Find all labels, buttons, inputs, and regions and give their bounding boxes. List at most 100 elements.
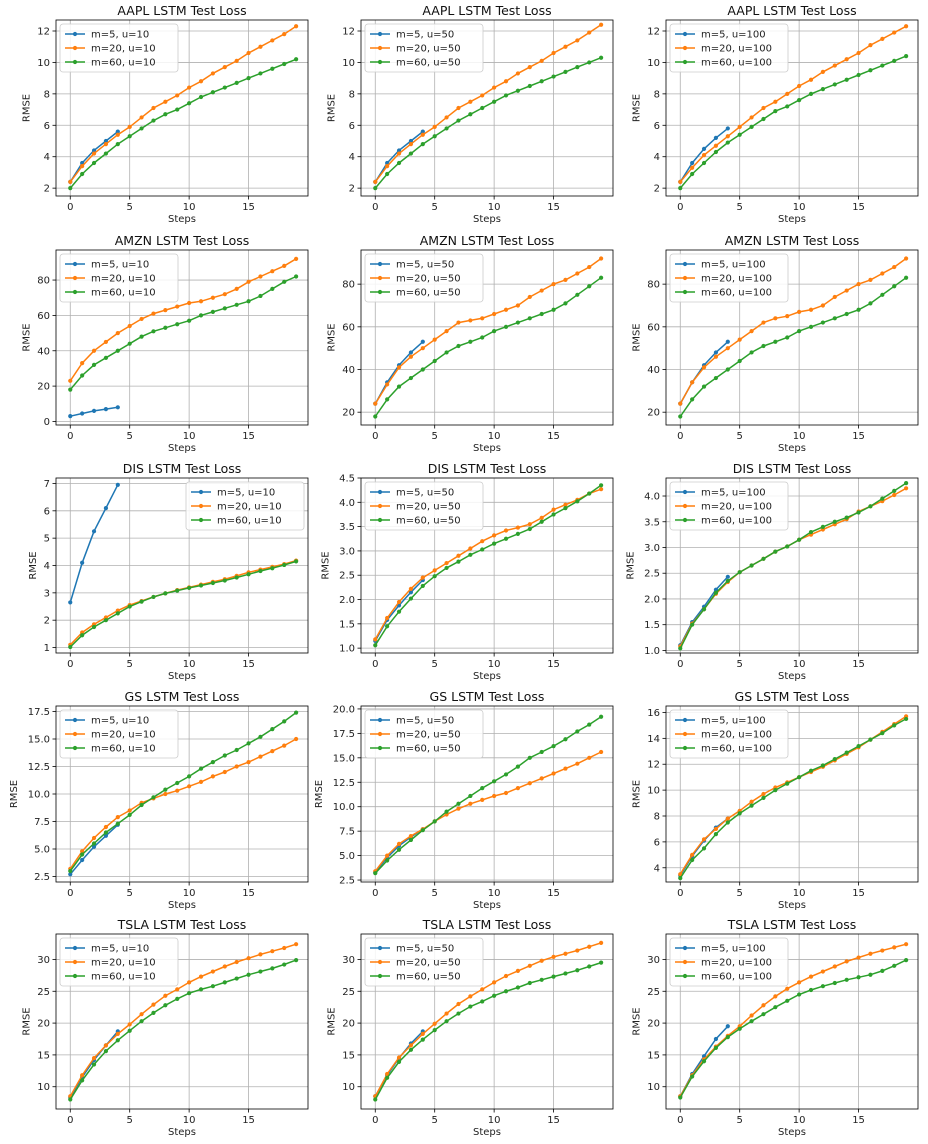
data-point: [480, 335, 485, 340]
data-point: [820, 320, 826, 325]
y-axis-label: RMSE: [22, 1007, 33, 1035]
data-point: [773, 788, 778, 793]
data-point: [198, 313, 204, 318]
legend-box: [669, 481, 789, 531]
data-point: [880, 968, 885, 974]
y-tick-label: 80: [647, 280, 660, 291]
data-point: [408, 837, 414, 843]
data-point: [80, 1078, 85, 1083]
data-point: [737, 1026, 742, 1031]
data-point: [868, 951, 873, 956]
x-tick-label: 5: [432, 431, 438, 442]
data-point: [139, 802, 144, 808]
data-point: [551, 743, 556, 749]
data-point: [773, 316, 778, 321]
data-point: [832, 519, 837, 524]
data-point: [198, 299, 204, 304]
data-point: [234, 764, 239, 769]
x-tick-label: 10: [183, 431, 196, 442]
legend-label: m=20, u=100: [701, 730, 772, 741]
legend: m=5, u=100 m=20, u=100 m=60, u=100: [669, 253, 789, 303]
data-point: [444, 115, 449, 120]
data-point: [115, 1038, 120, 1043]
data-point: [539, 58, 544, 63]
data-point: [678, 401, 683, 406]
data-point: [563, 506, 568, 511]
data-point: [527, 781, 532, 786]
data-point: [761, 1003, 766, 1008]
legend-marker: [72, 717, 78, 723]
data-point: [91, 151, 97, 156]
data-point: [210, 309, 216, 314]
y-tick-label: 1: [44, 643, 50, 654]
data-point: [880, 271, 885, 276]
x-axis-label: Steps: [473, 443, 501, 454]
data-point: [210, 580, 216, 586]
data-point: [282, 263, 287, 269]
data-point: [725, 126, 730, 131]
data-point: [880, 948, 885, 953]
legend-marker: [682, 503, 688, 509]
data-point: [503, 79, 509, 84]
chart-14: 0 5 10 15 10 15 20 25 30 TSLA LSTM Test Loss Steps…: [632, 917, 919, 1138]
data-point: [103, 1048, 109, 1054]
legend-box: [59, 23, 179, 73]
data-point: [373, 1097, 378, 1102]
data-point: [444, 350, 449, 355]
data-point: [749, 803, 754, 808]
data-point: [456, 553, 461, 558]
data-point: [503, 989, 509, 994]
y-tick-label: 8: [44, 89, 50, 100]
data-point: [127, 124, 132, 129]
x-tick-label: 10: [488, 1115, 501, 1126]
data-point: [844, 311, 849, 317]
data-point: [187, 980, 192, 985]
data-point: [432, 1027, 437, 1033]
data-point: [444, 560, 449, 566]
legend-box: [59, 253, 179, 303]
data-point: [725, 816, 730, 821]
data-point: [139, 1012, 144, 1017]
data-point: [175, 996, 180, 1002]
series-group: [373, 256, 604, 419]
series-group: [68, 482, 299, 650]
data-point: [761, 791, 766, 797]
data-point: [725, 1034, 730, 1040]
legend: m=5, u=10 m=20, u=10 m=60, u=10: [59, 23, 179, 73]
x-tick-label: 5: [127, 888, 133, 899]
plot-frame: [665, 477, 919, 654]
data-point: [515, 303, 521, 308]
data-point: [282, 32, 287, 37]
chart-4: 0 5 10 15 20 40 60 80 AMZN LSTM Test Loss Steps RM…: [327, 233, 614, 454]
chart-8: 0 5 10 15 1.0 1.5 2.0 2.5 3.0 3.5 4.0 DIS LSTM Test…: [625, 461, 919, 682]
data-point: [551, 307, 556, 312]
data-point: [294, 957, 299, 963]
data-point: [515, 71, 521, 76]
chart-2: 0 5 10 15 2 4 6 8 10 12 AAPL LSTM Test Loss Steps RM…: [632, 3, 919, 225]
series-group: [373, 22, 604, 191]
data-point: [492, 779, 497, 784]
data-point: [103, 505, 109, 511]
legend-marker: [682, 959, 688, 965]
legend-box: [669, 937, 789, 987]
plot-frame: [360, 477, 614, 654]
data-point: [904, 481, 909, 486]
y-tick-label: 2: [654, 184, 660, 195]
plot-frame: [360, 705, 614, 883]
y-tick-label: 2.0: [644, 594, 660, 605]
data-point: [115, 132, 120, 137]
y-axis-label: RMSE: [327, 1007, 338, 1035]
data-point: [563, 277, 568, 282]
legend: m=5, u=50 m=20, u=50 m=60, u=50: [364, 709, 484, 759]
data-point: [575, 271, 580, 276]
data-point: [797, 537, 802, 542]
y-tick-label: 4: [349, 152, 355, 163]
data-point: [725, 367, 730, 372]
data-point: [761, 105, 766, 111]
data-point: [725, 346, 730, 351]
data-point: [198, 766, 204, 771]
chart-7: 0 5 10 15 1.0 1.5 2.0 2.5 3.0 3.5 4.0 4.5 DIS LSTM T…: [320, 461, 614, 682]
x-tick-label: 0: [677, 659, 683, 670]
data-point: [761, 556, 766, 561]
data-point: [246, 741, 251, 746]
